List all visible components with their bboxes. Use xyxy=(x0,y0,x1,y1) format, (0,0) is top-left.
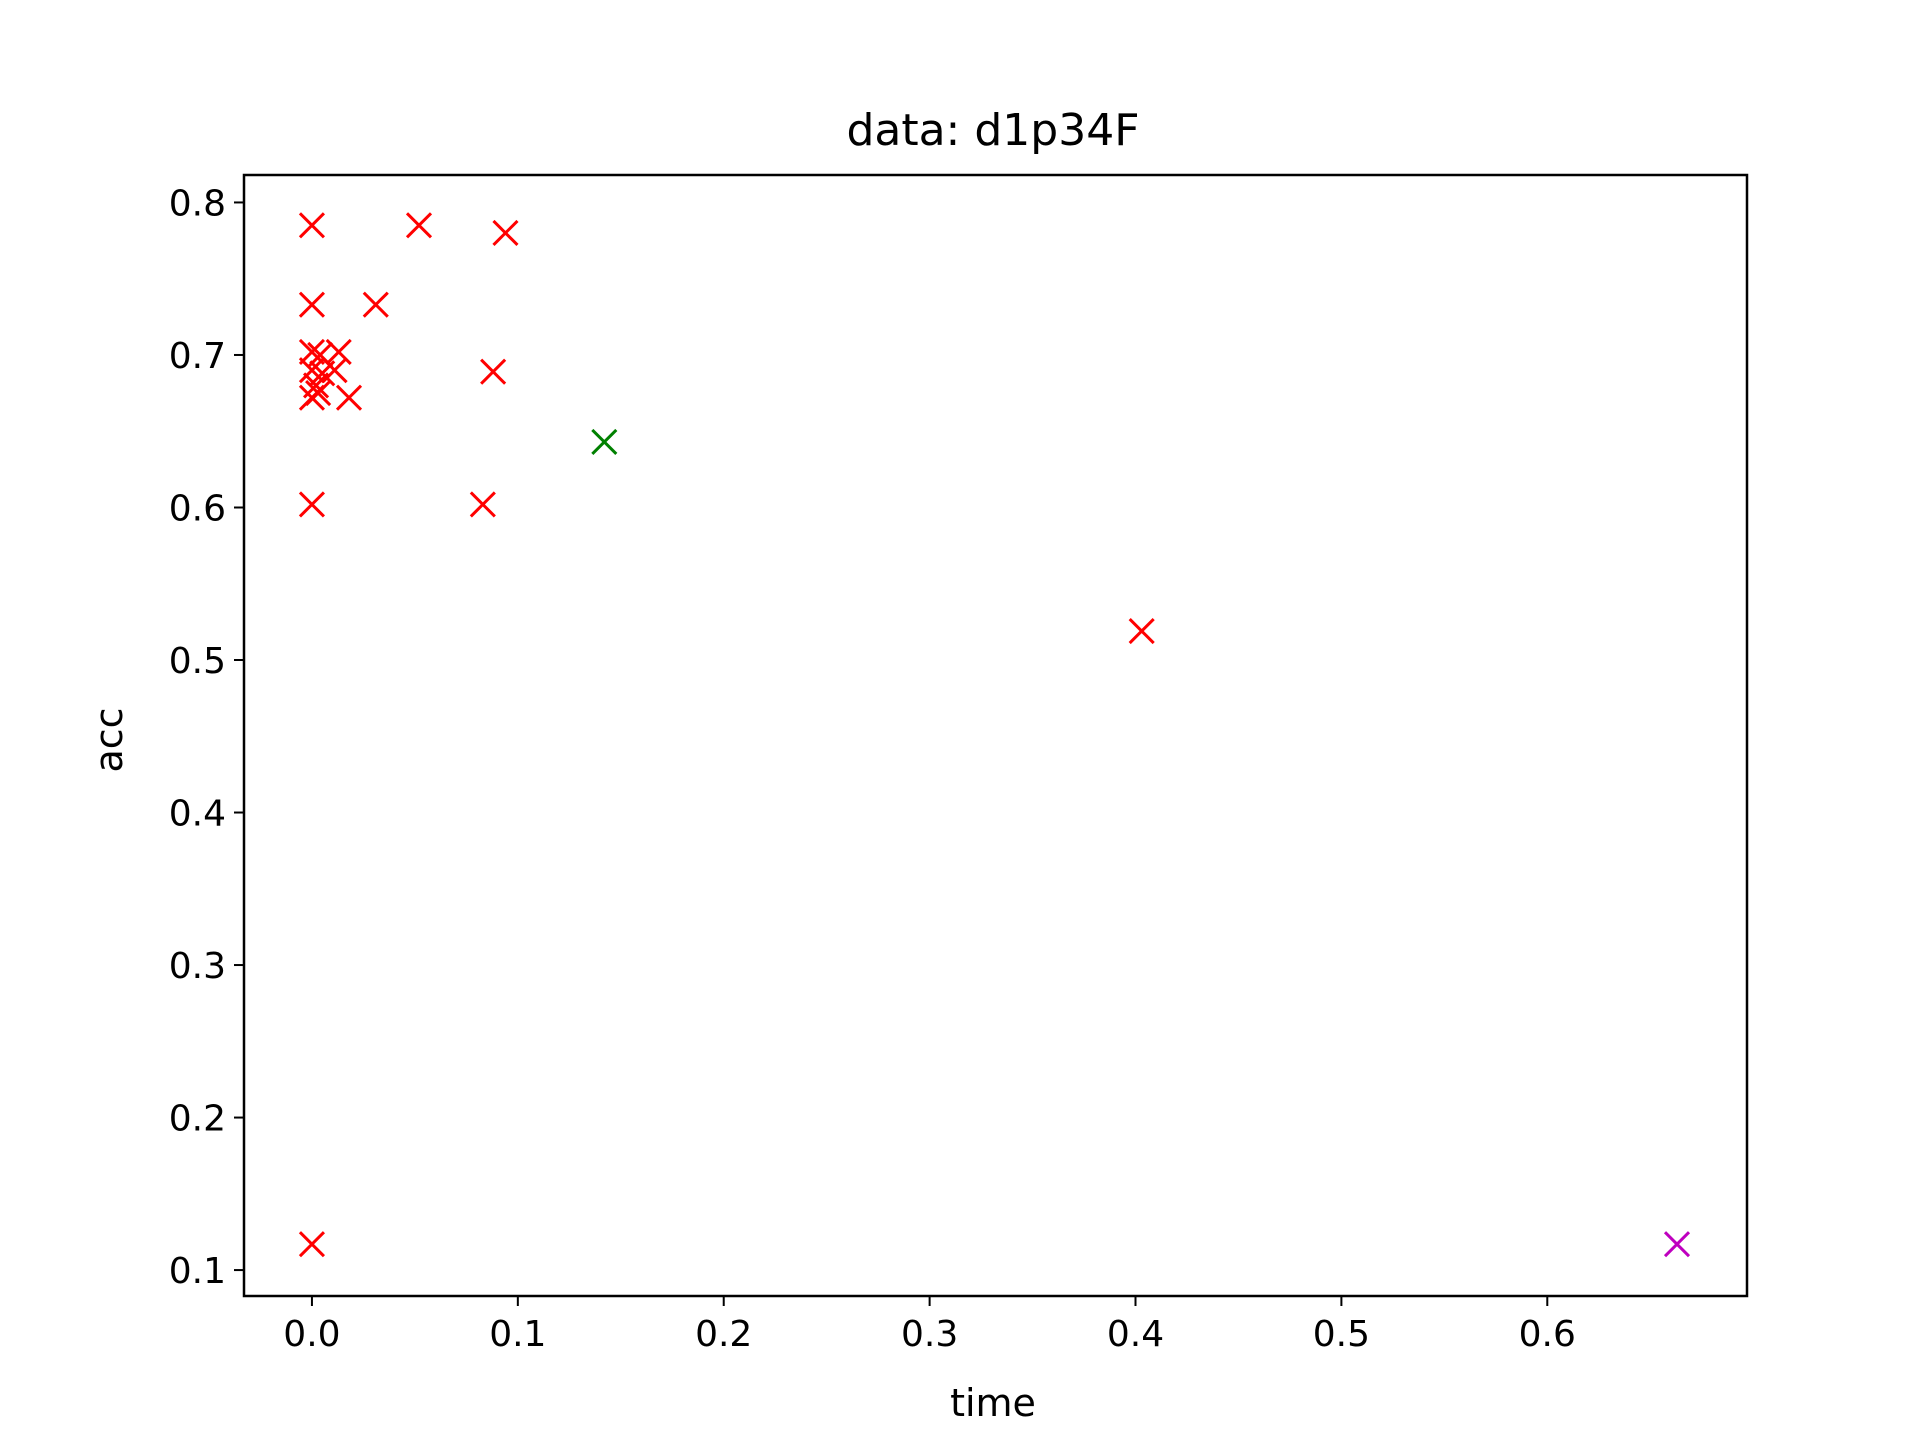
x-tick-label: 0.3 xyxy=(901,1314,958,1355)
data-point xyxy=(480,358,507,385)
x-tick-label: 0.4 xyxy=(1107,1314,1164,1355)
data-point xyxy=(321,357,348,384)
plot-frame xyxy=(242,173,1749,1298)
x-tick-label: 0.6 xyxy=(1519,1314,1576,1355)
y-tick-label: 0.7 xyxy=(169,336,226,377)
data-point xyxy=(298,338,326,365)
data-point xyxy=(1128,617,1155,645)
data-point xyxy=(298,357,326,384)
x-tick-label: 0.1 xyxy=(489,1314,546,1355)
data-point xyxy=(298,1231,326,1258)
plot-area: 0.0 0.1 0.2 0.3 0.4 0.5 0.6 0.1 0.2 0.3 0.4 0.5 0.6 0… xyxy=(169,173,1749,1355)
data-point xyxy=(298,491,326,518)
chart-title: data: d1p34F xyxy=(846,105,1139,156)
data-point xyxy=(405,212,433,239)
data-point xyxy=(298,212,326,239)
y-tick-label: 0.6 xyxy=(169,488,226,529)
data-point xyxy=(335,384,363,411)
data-point xyxy=(298,291,326,318)
y-tick-label: 0.8 xyxy=(169,183,226,224)
y-tick-label: 0.2 xyxy=(169,1099,226,1140)
y-tick-label: 0.1 xyxy=(169,1251,226,1292)
data-point xyxy=(305,380,332,407)
x-tick-label: 0.2 xyxy=(695,1314,752,1355)
data-point xyxy=(1663,1231,1691,1258)
y-tick-label: 0.5 xyxy=(169,641,226,682)
x-tick-label: 0.0 xyxy=(283,1314,340,1355)
data-point xyxy=(362,291,389,318)
data-point xyxy=(492,219,519,247)
data-point xyxy=(591,428,618,455)
x-tick-label: 0.5 xyxy=(1313,1314,1370,1355)
data-point xyxy=(469,491,496,518)
y-tick-label: 0.4 xyxy=(169,794,226,835)
x-axis-label: time xyxy=(950,1381,1036,1425)
y-tick-label: 0.3 xyxy=(169,946,226,987)
y-axis-label: acc xyxy=(87,707,131,772)
